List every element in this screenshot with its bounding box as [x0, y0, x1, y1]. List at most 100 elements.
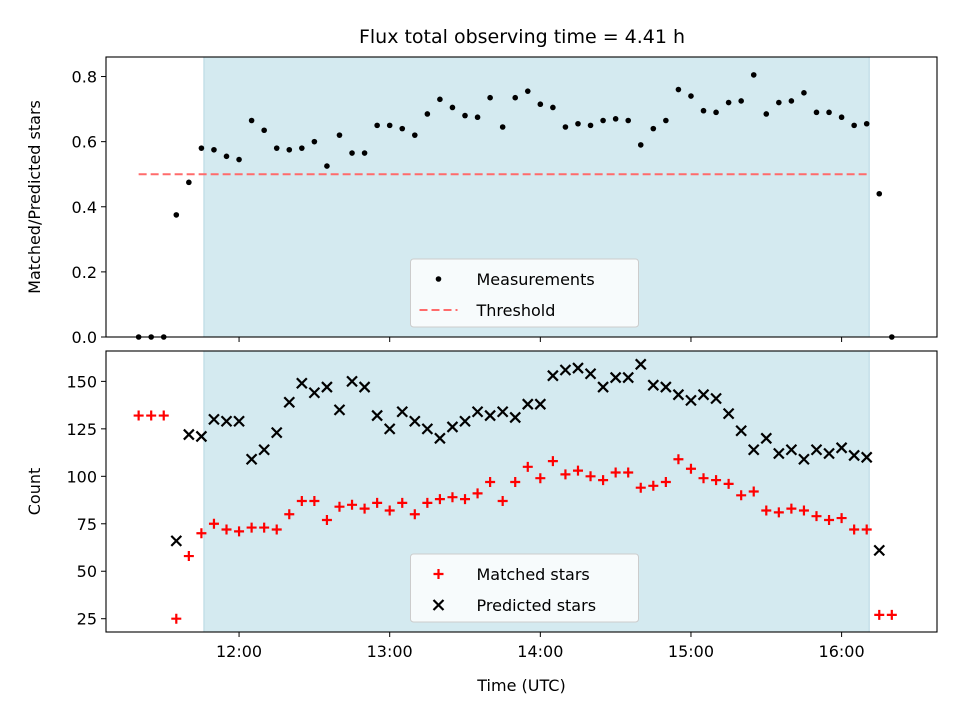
data-point — [660, 381, 672, 393]
data-point — [223, 153, 230, 160]
data-point — [685, 463, 696, 474]
data-point — [236, 156, 242, 163]
data-point — [597, 381, 609, 393]
data-point — [484, 409, 496, 422]
data-point — [776, 99, 782, 106]
data-point — [836, 513, 847, 524]
data-point — [283, 396, 296, 409]
data-point — [798, 505, 809, 516]
data-point — [449, 104, 456, 111]
data-point — [286, 146, 293, 153]
data-point — [622, 371, 634, 384]
y-tick-label: 25 — [77, 610, 97, 629]
data-point — [625, 117, 631, 124]
data-point — [860, 451, 873, 464]
data-point — [284, 509, 295, 520]
data-point — [760, 432, 773, 445]
data-point — [697, 388, 710, 401]
data-point — [559, 364, 572, 376]
series-matched-stars — [133, 410, 897, 624]
data-point — [170, 535, 183, 547]
data-point — [648, 480, 659, 491]
y-axis-label: Matched/Predicted stars — [25, 100, 44, 294]
data-point — [773, 507, 784, 518]
data-point — [810, 443, 823, 456]
count-panel: 25 50 75 100 125 150 12:00 13:00 14:00 15:00 16:00… — [25, 350, 938, 695]
data-point — [748, 486, 759, 497]
y-tick-label: 0.4 — [72, 198, 97, 217]
data-point — [487, 94, 493, 101]
data-point — [700, 107, 707, 114]
data-point — [273, 145, 280, 151]
data-point — [612, 116, 619, 122]
data-point — [547, 456, 558, 467]
data-point — [547, 369, 559, 382]
y-tick-label: 125 — [66, 420, 97, 439]
y-tick-label: 0.6 — [72, 133, 97, 152]
data-point — [637, 142, 644, 148]
x-tick-label: 13:00 — [367, 642, 413, 661]
data-point — [349, 150, 355, 156]
series-marks — [135, 72, 895, 340]
data-point — [560, 469, 571, 480]
data-point — [459, 415, 471, 428]
data-point — [838, 114, 845, 121]
data-point — [311, 138, 318, 145]
data-point — [572, 465, 583, 476]
data-point — [434, 494, 445, 505]
data-point — [823, 447, 835, 460]
data-point — [245, 453, 258, 466]
data-point — [347, 499, 358, 510]
data-point — [221, 524, 232, 535]
data-point — [747, 443, 760, 456]
data-point — [849, 524, 860, 535]
y-tick-label: 100 — [66, 467, 97, 486]
data-point — [650, 125, 657, 132]
legend: Matched stars Predicted stars — [410, 553, 639, 623]
data-point — [358, 381, 371, 393]
data-point — [562, 124, 569, 130]
legend: Measurements Threshold — [410, 258, 639, 328]
axes-frame — [105, 56, 938, 338]
data-point — [786, 503, 797, 514]
y-tick-label: 0.0 — [72, 328, 97, 347]
data-point — [324, 163, 330, 169]
data-point — [422, 497, 433, 508]
data-point — [537, 101, 544, 108]
legend-label: Measurements — [477, 270, 595, 289]
data-point — [434, 432, 446, 445]
x-axis-label: Time (UTC) — [476, 676, 565, 695]
axes-frame — [105, 350, 938, 633]
data-point — [220, 415, 233, 428]
data-point — [198, 145, 205, 151]
series-marks — [133, 358, 897, 624]
data-point — [336, 132, 343, 138]
data-point — [634, 358, 647, 371]
data-point — [524, 88, 531, 94]
data-point — [535, 473, 546, 484]
data-point — [259, 522, 270, 533]
data-point — [623, 467, 634, 478]
data-point — [672, 388, 685, 401]
data-point — [133, 410, 144, 421]
data-point — [308, 386, 321, 399]
data-point — [270, 426, 283, 439]
data-point — [510, 477, 521, 488]
data-point — [195, 430, 208, 443]
data-point — [474, 114, 481, 121]
legend-marker — [432, 599, 445, 611]
data-point — [346, 375, 358, 388]
data-point — [713, 109, 719, 116]
data-point — [271, 524, 282, 535]
data-point — [359, 503, 370, 514]
data-point — [600, 117, 606, 124]
data-point — [333, 404, 346, 416]
data-point — [246, 522, 257, 533]
data-point — [447, 492, 458, 503]
data-point — [534, 398, 547, 410]
y-tick-label: 50 — [77, 562, 97, 581]
x-tick-label: 15:00 — [668, 642, 714, 661]
data-point — [698, 473, 709, 484]
data-point — [824, 514, 835, 525]
data-point — [710, 392, 722, 405]
